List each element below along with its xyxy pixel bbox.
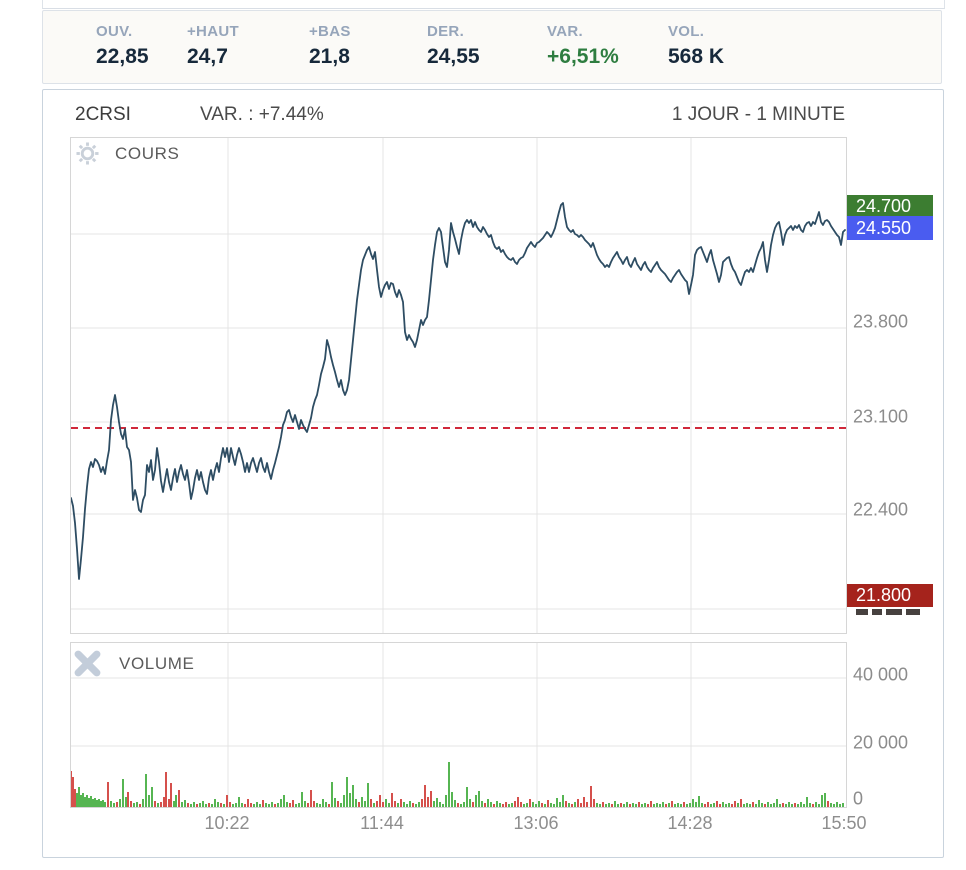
stat-high: +HAUT 24,7 [187, 23, 309, 69]
price-badge-day-low: 21.800 [847, 584, 933, 607]
time-axis-label: 13:06 [513, 813, 559, 833]
volume-axis-label: 20 000 [853, 732, 909, 753]
stat-low-value: 21,8 [309, 45, 350, 68]
price-badge-last-price: 24.550 [847, 216, 933, 240]
volume-pane-label: VOLUME [119, 653, 195, 673]
price-pane-label: COURS [115, 143, 180, 163]
time-axis-label: 14:28 [667, 813, 713, 833]
stat-high-label: +HAUT [187, 23, 239, 40]
variation-label: VAR. : +7.44% [200, 104, 324, 125]
stats-bar: OUV. 22,85 +HAUT 24,7 +BAS 21,8 DER. 24,… [42, 10, 942, 84]
stat-low: +BAS 21,8 [309, 23, 427, 69]
clipped-badge [847, 607, 933, 617]
stat-last-value: 24,55 [427, 45, 480, 68]
price-pane-tag: COURS [76, 142, 179, 165]
stat-variation-label: VAR. [547, 23, 583, 40]
stat-volume: VOL. 568 K [668, 23, 724, 69]
time-axis-label: 10:22 [204, 813, 250, 833]
stat-volume-value: 568 K [668, 45, 725, 68]
volume-pane-tag: VOLUME [72, 648, 194, 679]
time-axis-label: 11:44 [360, 813, 404, 833]
price-axis-label: 23.800 [853, 311, 909, 332]
gear-icon[interactable] [76, 142, 99, 165]
stat-variation: VAR. +6,51% [547, 23, 668, 69]
stat-low-label: +BAS [309, 23, 351, 40]
volume-axis-label: 40 000 [853, 664, 909, 685]
stat-variation-value: +6,51% [547, 45, 619, 68]
price-axis-label: 23.100 [853, 406, 909, 427]
stat-open-value: 22,85 [96, 45, 149, 68]
top-card-remnant [42, 0, 945, 9]
time-axis-label: 15:50 [821, 813, 867, 833]
stat-last-label: DER. [427, 23, 465, 40]
stat-open: OUV. 22,85 [96, 23, 187, 69]
volume-chart-pane[interactable] [70, 642, 847, 808]
price-axis-label: 22.400 [853, 499, 909, 520]
close-icon[interactable] [72, 648, 103, 679]
period-selector-label: 1 JOUR - 1 MINUTE [671, 104, 845, 125]
stat-volume-label: VOL. [668, 23, 705, 40]
volume-axis-label: 0 [853, 788, 864, 809]
price-badge-day-high: 24.700 [847, 195, 933, 218]
stat-high-value: 24,7 [187, 45, 228, 68]
stat-last: DER. 24,55 [427, 23, 547, 69]
symbol-label: 2CRSI [75, 104, 131, 125]
price-chart-pane[interactable] [70, 137, 847, 634]
stat-open-label: OUV. [96, 23, 133, 40]
